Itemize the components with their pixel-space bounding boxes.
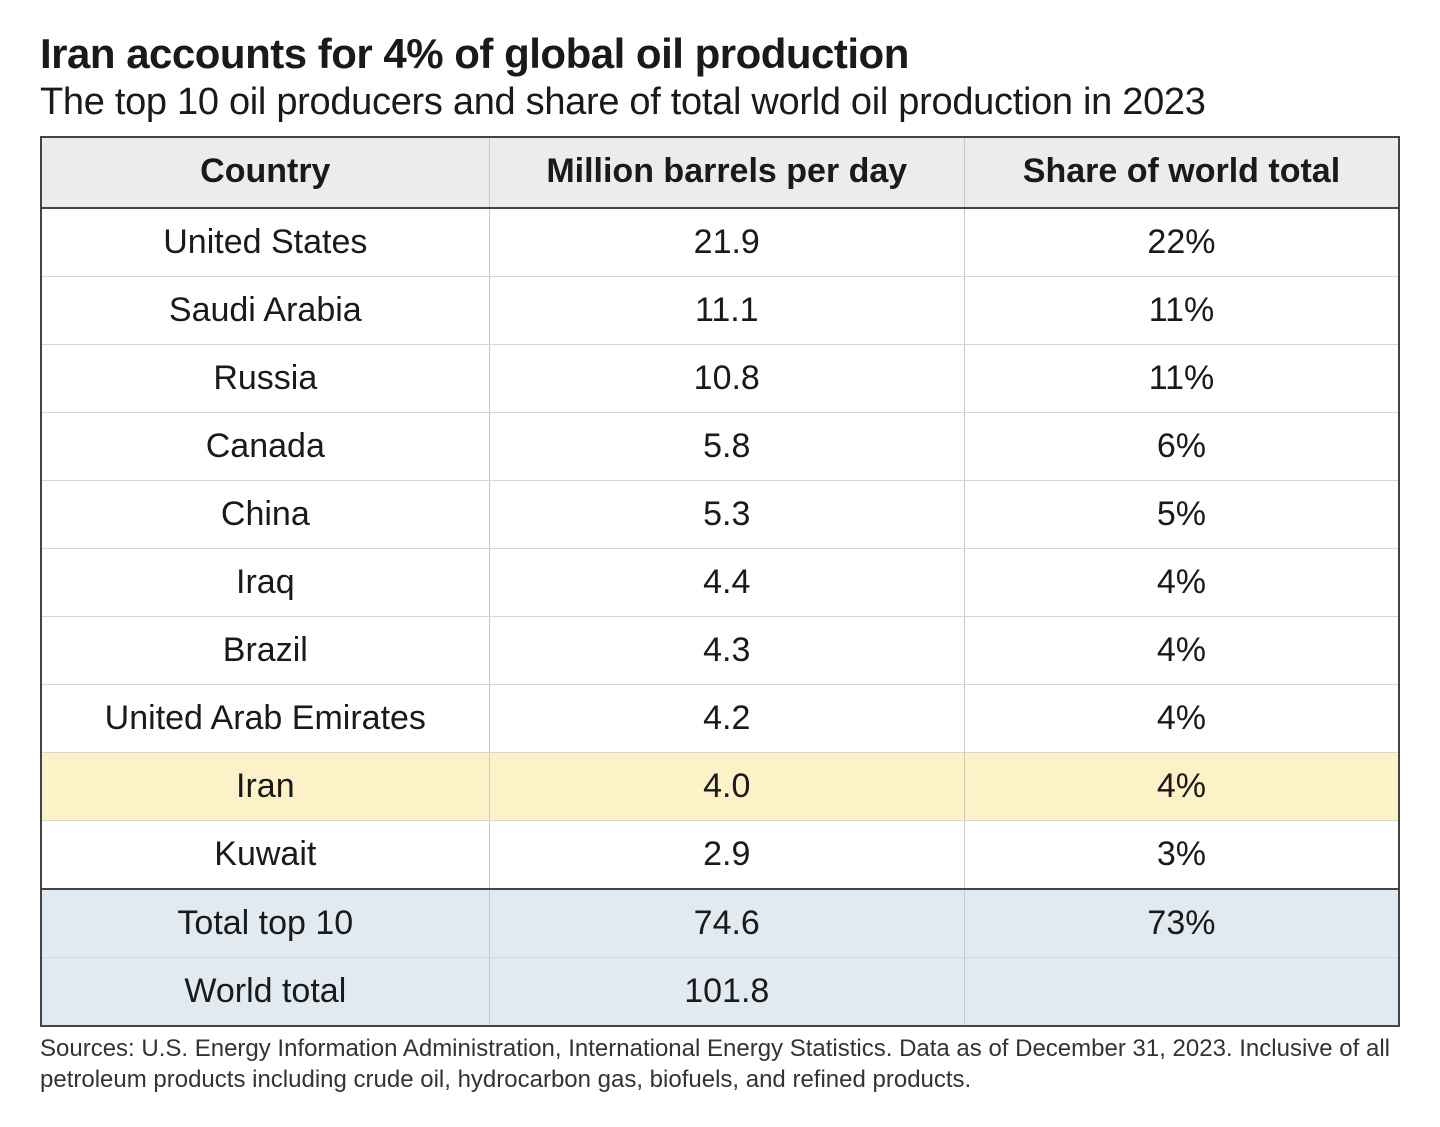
data-table: Country Million barrels per day Share of… [40, 136, 1400, 1027]
cell-bpd: 4.3 [489, 616, 964, 684]
cell-bpd: 4.4 [489, 548, 964, 616]
cell-bpd: 2.9 [489, 820, 964, 889]
table-header-row: Country Million barrels per day Share of… [41, 137, 1399, 208]
figure-container: Iran accounts for 4% of global oil produ… [0, 0, 1440, 1125]
cell-country: Russia [41, 344, 489, 412]
figure-footnote: Sources: U.S. Energy Information Adminis… [40, 1033, 1400, 1095]
cell-share: 3% [964, 820, 1399, 889]
cell-share: 4% [964, 684, 1399, 752]
cell-country: Iraq [41, 548, 489, 616]
cell-share: 4% [964, 752, 1399, 820]
col-header-bpd: Million barrels per day [489, 137, 964, 208]
col-header-country: Country [41, 137, 489, 208]
cell-country: Total top 10 [41, 889, 489, 958]
cell-bpd: 4.2 [489, 684, 964, 752]
table-row: United States21.922% [41, 208, 1399, 277]
cell-share: 11% [964, 344, 1399, 412]
table-row: United Arab Emirates4.24% [41, 684, 1399, 752]
cell-share: 22% [964, 208, 1399, 277]
cell-country: Canada [41, 412, 489, 480]
cell-country: Kuwait [41, 820, 489, 889]
table-row: Kuwait2.93% [41, 820, 1399, 889]
cell-share: 73% [964, 889, 1399, 958]
cell-share: 5% [964, 480, 1399, 548]
cell-bpd: 5.3 [489, 480, 964, 548]
table-row: Iraq4.44% [41, 548, 1399, 616]
table-summary-row: World total101.8 [41, 957, 1399, 1026]
table-row: Iran4.04% [41, 752, 1399, 820]
table-summary-row: Total top 1074.673% [41, 889, 1399, 958]
cell-bpd: 74.6 [489, 889, 964, 958]
cell-share: 4% [964, 548, 1399, 616]
cell-country: United Arab Emirates [41, 684, 489, 752]
figure-title: Iran accounts for 4% of global oil produ… [40, 30, 1400, 78]
cell-bpd: 5.8 [489, 412, 964, 480]
figure-subtitle: The top 10 oil producers and share of to… [40, 80, 1400, 126]
cell-bpd: 11.1 [489, 276, 964, 344]
table-row: Saudi Arabia11.111% [41, 276, 1399, 344]
cell-country: World total [41, 957, 489, 1026]
cell-country: Saudi Arabia [41, 276, 489, 344]
table-row: China5.35% [41, 480, 1399, 548]
cell-country: United States [41, 208, 489, 277]
cell-bpd: 10.8 [489, 344, 964, 412]
cell-country: Brazil [41, 616, 489, 684]
col-header-share: Share of world total [964, 137, 1399, 208]
cell-share [964, 957, 1399, 1026]
cell-country: Iran [41, 752, 489, 820]
table-body: United States21.922%Saudi Arabia11.111%R… [41, 208, 1399, 1026]
cell-share: 11% [964, 276, 1399, 344]
cell-share: 6% [964, 412, 1399, 480]
table-row: Brazil4.34% [41, 616, 1399, 684]
cell-bpd: 4.0 [489, 752, 964, 820]
cell-bpd: 101.8 [489, 957, 964, 1026]
cell-bpd: 21.9 [489, 208, 964, 277]
cell-share: 4% [964, 616, 1399, 684]
table-row: Canada5.86% [41, 412, 1399, 480]
cell-country: China [41, 480, 489, 548]
table-row: Russia10.811% [41, 344, 1399, 412]
